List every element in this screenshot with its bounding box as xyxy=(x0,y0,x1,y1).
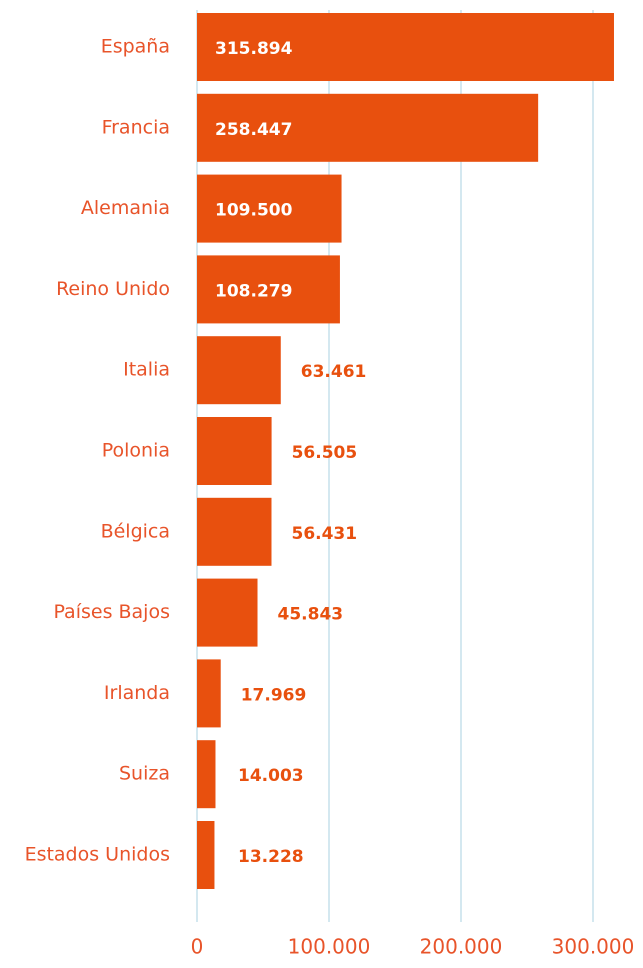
bar xyxy=(197,578,258,647)
value-label: 56.505 xyxy=(292,443,358,463)
value-label: 63.461 xyxy=(301,362,367,382)
bar xyxy=(197,659,221,728)
category-label: Suiza xyxy=(119,763,170,785)
bar xyxy=(197,93,539,162)
bar xyxy=(197,821,215,889)
x-tick-label: 100.000 xyxy=(288,935,371,959)
value-label: 17.969 xyxy=(241,685,307,705)
category-label: España xyxy=(101,36,170,58)
value-label: 13.228 xyxy=(238,847,304,867)
category-label: Bélgica xyxy=(101,520,170,542)
bar xyxy=(197,417,272,485)
category-label: Polonia xyxy=(102,440,170,462)
value-label: 108.279 xyxy=(215,281,292,301)
bar xyxy=(197,13,614,81)
value-label: 56.431 xyxy=(291,524,357,544)
value-label: 109.500 xyxy=(215,201,293,221)
bar xyxy=(197,255,340,324)
category-label: Reino Unido xyxy=(56,278,170,300)
category-label: Estados Unidos xyxy=(25,844,170,866)
category-label: Francia xyxy=(102,116,170,138)
bar xyxy=(197,497,272,566)
value-label: 258.447 xyxy=(215,120,292,140)
bar xyxy=(197,336,281,405)
x-tick-label: 300.000 xyxy=(552,935,635,959)
x-tick-label: 0 xyxy=(191,935,204,959)
bar xyxy=(197,740,216,809)
bar xyxy=(197,174,342,243)
value-label: 315.894 xyxy=(215,39,293,59)
category-label: Irlanda xyxy=(104,682,170,704)
category-label: Países Bajos xyxy=(53,601,170,623)
value-label: 45.843 xyxy=(278,605,344,625)
value-label: 14.003 xyxy=(238,766,304,786)
category-label: Italia xyxy=(123,359,170,381)
x-tick-label: 200.000 xyxy=(420,935,503,959)
category-label: Alemania xyxy=(81,197,170,219)
